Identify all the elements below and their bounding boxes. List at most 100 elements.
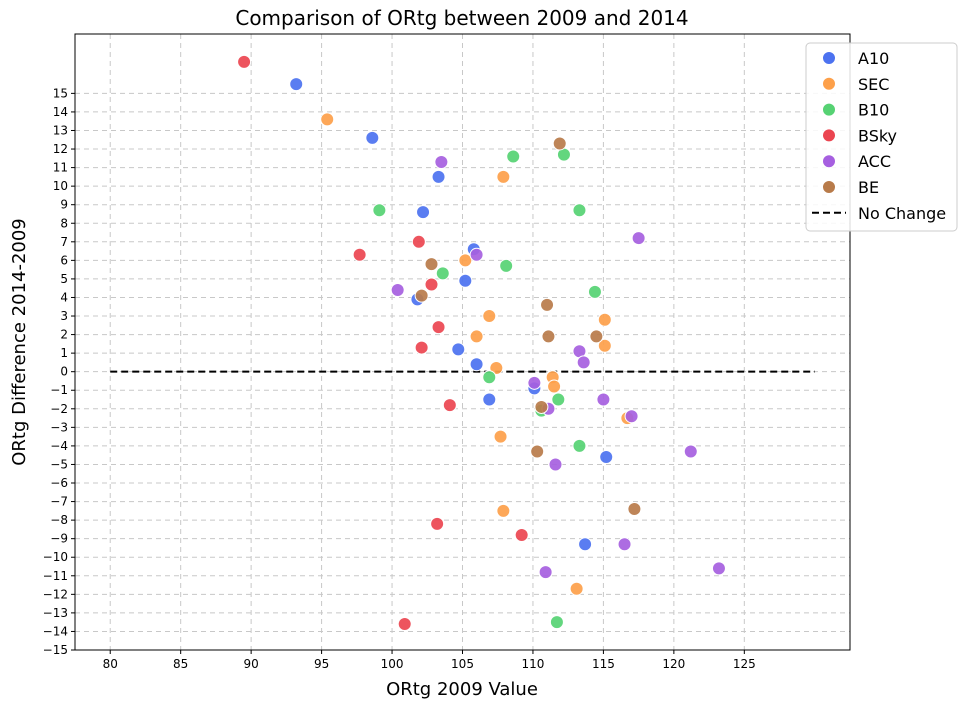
point-be (589, 329, 604, 344)
point-be (540, 297, 555, 312)
legend-marker-b10 (822, 102, 836, 117)
point-sec (597, 312, 612, 327)
point-b10 (482, 370, 497, 385)
point-sec (458, 253, 473, 268)
legend-marker-be (822, 180, 836, 194)
y-tick-label: 7 (60, 235, 68, 249)
point-be (552, 136, 567, 151)
point-sec (482, 309, 497, 324)
point-bsky (442, 398, 457, 413)
point-sec (493, 429, 508, 444)
point-a10 (469, 357, 484, 372)
point-a10 (458, 273, 473, 288)
point-be (541, 329, 556, 344)
point-b10 (587, 284, 602, 299)
point-sec (569, 581, 584, 596)
point-bsky (397, 617, 412, 632)
point-acc (527, 375, 542, 390)
point-b10 (372, 203, 387, 218)
point-a10 (416, 205, 431, 220)
y-tick-label: 0 (60, 365, 68, 379)
point-sec (489, 360, 504, 375)
y-tick-label: 4 (60, 290, 68, 304)
point-acc (434, 155, 449, 170)
point-bsky (411, 234, 426, 249)
y-tick-label: 5 (60, 272, 68, 286)
point-be (627, 501, 642, 516)
x-tick-label: 100 (381, 657, 404, 671)
point-sec (496, 503, 511, 518)
legend-label-b10: B10 (858, 101, 889, 120)
point-a10 (599, 450, 614, 465)
y-tick-label: −15 (43, 643, 68, 657)
chart-title: Comparison of ORtg between 2009 and 2014 (235, 6, 688, 30)
legend-box (805, 42, 958, 232)
legend-marker-a10 (822, 51, 836, 65)
x-tick-label: 105 (451, 657, 474, 671)
point-acc (683, 444, 698, 459)
y-tick-label: −13 (43, 606, 68, 620)
point-sec (547, 379, 562, 394)
legend-label-bsky: BSky (858, 126, 897, 145)
point-be (534, 399, 549, 414)
y-tick-label: −8 (50, 513, 68, 527)
point-acc (390, 283, 405, 298)
x-axis-label: ORtg 2009 Value (386, 679, 538, 700)
point-a10 (289, 77, 304, 92)
y-tick-label: 9 (60, 198, 68, 212)
legend-label-acc: ACC (858, 152, 891, 171)
point-acc (617, 537, 632, 552)
point-bsky (424, 277, 439, 292)
point-a10 (482, 392, 497, 407)
x-tick-label: 80 (103, 657, 118, 671)
point-a10 (365, 130, 380, 145)
y-tick-label: −6 (50, 476, 68, 490)
x-tick-label: 115 (592, 657, 615, 671)
y-tick-label: 15 (53, 86, 68, 100)
legend: A10 SEC B10 BSky ACC BE No Change (805, 42, 958, 232)
point-sec (597, 338, 612, 353)
point-bsky (237, 54, 252, 69)
y-axis-ticks: −15−14−13−12−11−10−9−8−7−6−5−4−3−2−10123… (43, 86, 75, 657)
y-tick-label: 14 (53, 105, 68, 119)
point-be (424, 257, 439, 272)
x-tick-label: 125 (733, 657, 756, 671)
point-b10 (506, 149, 521, 164)
y-tick-label: −2 (50, 402, 68, 416)
point-a10 (578, 537, 593, 552)
y-tick-label: 10 (53, 179, 68, 193)
y-tick-label: −5 (50, 457, 68, 471)
point-bsky (430, 516, 445, 531)
point-acc (596, 392, 611, 407)
y-tick-label: 8 (60, 216, 68, 230)
y-tick-label: 1 (60, 346, 68, 360)
y-tick-label: −14 (43, 624, 68, 638)
point-bsky (514, 527, 529, 542)
y-tick-label: 3 (60, 309, 68, 323)
y-tick-label: −3 (50, 420, 68, 434)
x-tick-label: 90 (243, 657, 258, 671)
y-tick-label: −4 (50, 439, 68, 453)
y-tick-label: −1 (50, 383, 68, 397)
x-tick-label: 95 (314, 657, 329, 671)
point-b10 (551, 392, 566, 407)
point-be (414, 288, 429, 303)
legend-marker-acc (822, 154, 836, 169)
point-acc (624, 409, 639, 424)
y-tick-label: −12 (43, 587, 68, 601)
point-bsky (431, 320, 446, 335)
legend-label-sec: SEC (858, 75, 889, 94)
legend-label-a10: A10 (858, 49, 889, 68)
x-tick-label: 120 (662, 657, 685, 671)
point-b10 (549, 615, 564, 630)
legend-marker-bsky (822, 128, 836, 143)
y-tick-label: 13 (53, 123, 68, 137)
x-tick-label: 85 (173, 657, 188, 671)
point-sec (320, 112, 335, 127)
legend-label-no-change: No Change (858, 204, 946, 223)
y-axis-label: ORtg Difference 2014-2009 (9, 218, 30, 466)
point-acc (711, 561, 726, 576)
point-b10 (572, 438, 587, 453)
x-axis-ticks: 80 85 90 95 100 105 110 115 120 125 (103, 650, 756, 671)
